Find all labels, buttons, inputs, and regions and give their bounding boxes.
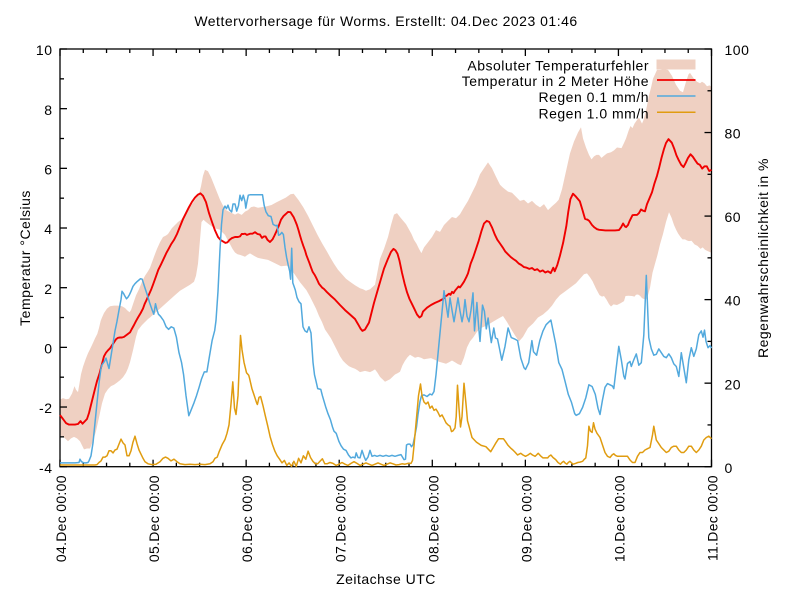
svg-text:09.Dec 00:00: 09.Dec 00:00 (519, 475, 535, 562)
svg-text:04.Dec 00:00: 04.Dec 00:00 (53, 475, 69, 562)
svg-text:Temperatur in 2 Meter Höhe: Temperatur in 2 Meter Höhe (462, 73, 649, 89)
svg-text:Absoluter Temperaturfehler: Absoluter Temperaturfehler (467, 57, 649, 73)
svg-text:40: 40 (725, 293, 742, 309)
svg-text:8: 8 (44, 102, 52, 118)
svg-text:Regenwahrscheinlichkeit in %: Regenwahrscheinlichkeit in % (755, 158, 771, 358)
svg-text:07.Dec 00:00: 07.Dec 00:00 (332, 475, 348, 562)
svg-text:Regen 1.0 mm/h: Regen 1.0 mm/h (539, 105, 650, 121)
svg-text:11.Dec 00:00: 11.Dec 00:00 (705, 475, 721, 561)
svg-text:2: 2 (44, 281, 52, 297)
svg-text:80: 80 (725, 126, 742, 142)
svg-text:4: 4 (44, 221, 52, 237)
svg-text:-4: -4 (39, 460, 52, 476)
svg-text:Regen 0.1 mm/h: Regen 0.1 mm/h (539, 89, 650, 105)
svg-text:20: 20 (725, 376, 742, 392)
svg-text:06.Dec 00:00: 06.Dec 00:00 (239, 475, 255, 562)
svg-text:0: 0 (725, 460, 733, 476)
svg-text:05.Dec 00:00: 05.Dec 00:00 (146, 475, 162, 562)
svg-text:0: 0 (44, 341, 52, 357)
svg-text:6: 6 (44, 161, 52, 177)
svg-text:60: 60 (725, 209, 742, 225)
svg-text:100: 100 (725, 42, 750, 58)
svg-text:Zeitachse UTC: Zeitachse UTC (336, 571, 436, 587)
svg-text:10.Dec 00:00: 10.Dec 00:00 (612, 475, 628, 562)
svg-text:08.Dec 00:00: 08.Dec 00:00 (425, 475, 441, 562)
svg-text:10: 10 (36, 42, 53, 58)
svg-text:-2: -2 (39, 400, 52, 416)
svg-text:Wettervorhersage für Worms. Er: Wettervorhersage für Worms. Erstellt: 04… (194, 13, 577, 29)
svg-text:Temperatur °Celsius: Temperatur °Celsius (17, 190, 33, 326)
